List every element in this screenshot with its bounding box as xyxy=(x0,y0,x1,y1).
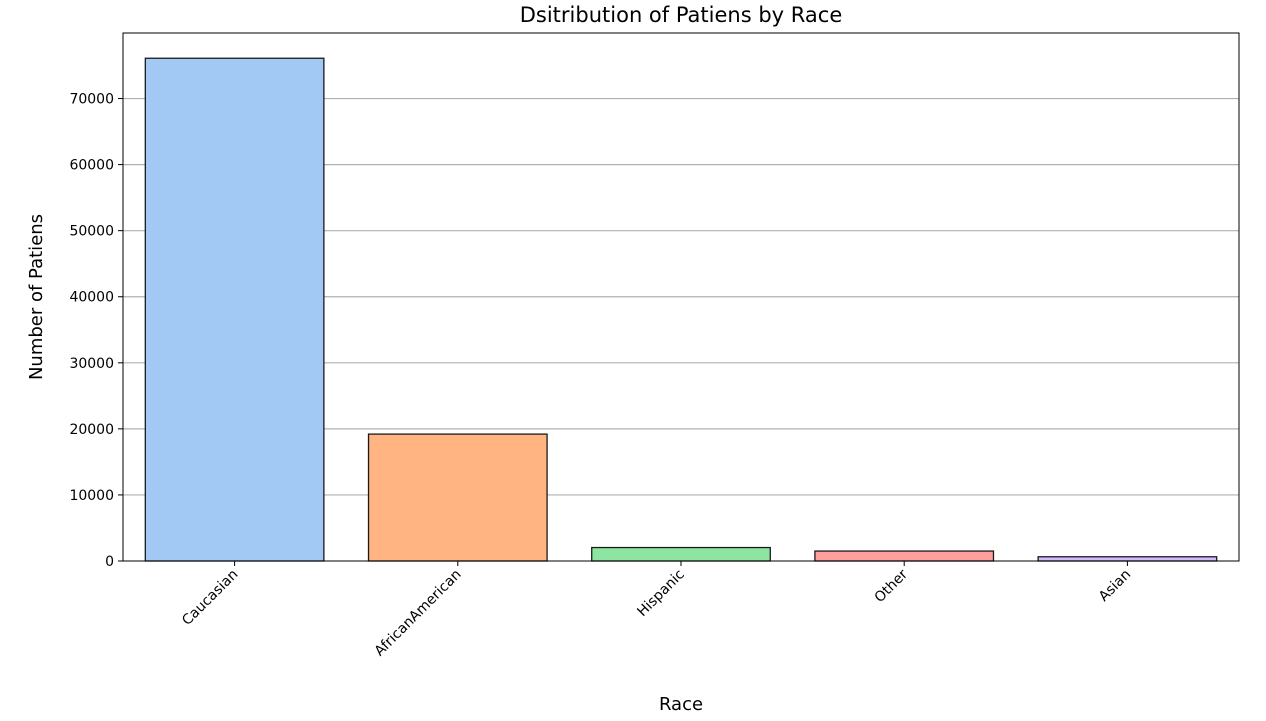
y-tick-label: 20000 xyxy=(69,422,114,438)
y-tick-label: 30000 xyxy=(69,356,114,372)
y-tick-label: 40000 xyxy=(69,290,114,306)
bar-asian xyxy=(1037,556,1218,562)
y-tick-label: 10000 xyxy=(69,488,114,504)
y-tick-label: 70000 xyxy=(69,92,114,108)
bar-other xyxy=(814,550,995,562)
y-axis-ticks: 0 10000 20000 30000 40000 50000 60000 70000 xyxy=(69,92,123,570)
y-tick-label: 0 xyxy=(105,554,114,570)
x-tick-label: AfricanAmerican xyxy=(372,567,465,660)
bar-caucasian xyxy=(144,57,325,562)
y-axis-label: Number of Patiens xyxy=(26,214,47,380)
x-tick-label: Asian xyxy=(1096,567,1134,605)
x-tick-label: Caucasian xyxy=(179,567,241,629)
bars xyxy=(144,57,1218,562)
x-tick-label: Hispanic xyxy=(634,567,687,620)
x-tick-label: Other xyxy=(872,566,912,606)
x-axis-label: Race xyxy=(659,694,703,715)
y-tick-label: 50000 xyxy=(69,224,114,240)
y-tick-label: 60000 xyxy=(69,158,114,174)
bar-africanamerican xyxy=(367,433,548,562)
x-axis-ticks: Caucasian AfricanAmerican Hispanic Other Asi… xyxy=(179,561,1134,659)
chart-title: Dsitribution of Patiens by Race xyxy=(520,3,843,27)
bar-hispanic xyxy=(591,546,771,562)
